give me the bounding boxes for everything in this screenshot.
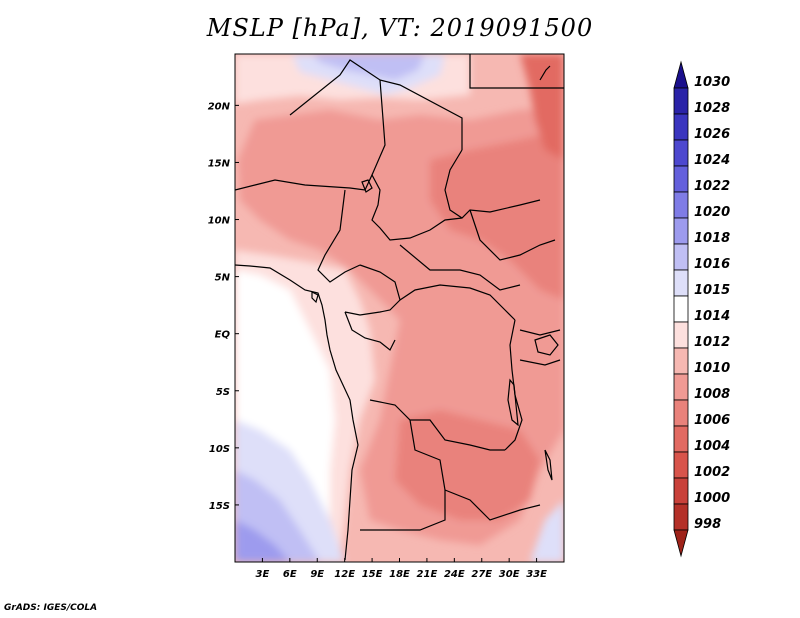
border-angola [360,419,446,531]
colorbar-label: 1028 [694,101,730,116]
y-tick-label: 5S [216,387,230,398]
border-libya-sudan [469,54,564,89]
colorbar-box [673,87,689,115]
colorbar-label: 1024 [694,153,730,168]
map-outlines [235,54,564,561]
colorbar-label: 1008 [694,387,730,402]
colorbar-label: 998 [694,517,721,532]
colorbar-label: 1014 [694,309,730,324]
colorbar-labels: 1030 1028 1026 1024 1022 1020 1018 1016 1015 1014… [694,75,730,532]
y-tick-label: 20N [208,101,231,112]
colorbar-top-triangle [673,60,689,89]
y-tick-label: 5N [215,273,231,284]
map-title: MSLP [hPa], VT: 2019091500 [206,14,594,42]
field-northeast-corner [520,54,564,160]
lake-tanganyika [507,378,519,427]
colorbar-box [673,451,689,479]
field-se-corner [530,500,564,562]
colorbar-box [673,243,689,271]
x-tick-label: 27E [471,569,492,580]
colorbar-box [673,139,689,167]
x-tick-label: 12E [334,569,355,580]
field-sahara-core [312,54,425,80]
colorbar-bottom-triangle [673,529,689,558]
lake-volta [311,291,319,304]
border-chad-sudan [444,149,463,219]
field-sw-corner [235,520,290,562]
border-algeria-niger [371,79,386,176]
y-tick-label: EQ [215,330,231,341]
colorbar-label: 1015 [694,283,730,298]
lake-malawi [544,449,553,481]
y-axis-ticks: 20N 15N 10N 5N EQ 5S 10S 15S [208,101,239,512]
x-tick-label: 3E [256,569,270,580]
colorbar-box [673,113,689,141]
lake-victoria [534,334,559,356]
x-axis-ticks: 3E 6E 9E 12E 15E 18E 21E 24E 27E 30E 33E [256,558,547,580]
colorbar-box [673,347,689,375]
x-tick-label: 15E [362,569,383,580]
colorbar-label: 1022 [694,179,730,194]
colorbar-label: 1006 [694,413,730,428]
border-chad-car [399,244,521,291]
colorbar-box [673,477,689,505]
colorbar-label: 1004 [694,439,730,454]
x-tick-label: 6E [283,569,297,580]
colorbar-box [673,373,689,401]
colorbar-box [673,321,689,349]
y-tick-label: 10S [209,444,230,455]
colorbar-box [673,217,689,245]
border-drc-north [399,284,516,321]
colorbar-label: 1018 [694,231,730,246]
x-tick-label: 33E [526,569,547,580]
colorbar-box [673,295,689,323]
border-nigeria-cameroon [317,189,361,283]
x-tick-label: 30E [499,569,520,580]
colorbar-label: 1026 [694,127,730,142]
colorbar-label: 1010 [694,361,730,376]
colorbar-label: 1012 [694,335,730,350]
border-drc-south [369,399,505,451]
y-tick-label: 15S [209,501,230,512]
colorbar-box [673,165,689,193]
field-sudan-low [430,130,564,300]
red-sea-coast [539,65,551,81]
border-east-lakes [519,329,561,366]
colorbar-box [673,191,689,219]
colorbar-label: 1000 [694,491,730,506]
colorbar-box [673,269,689,297]
x-tick-label: 9E [310,569,324,580]
colorbar-label: 1020 [694,205,730,220]
colorbar-boxes [673,60,689,558]
lake-chad [361,179,373,193]
border-sudan-south [469,209,556,261]
colorbar-box [673,425,689,453]
x-tick-label: 21E [417,569,438,580]
border-zambia [444,489,541,521]
border-central [344,264,401,316]
colorbar-label: 1030 [694,75,730,90]
pressure-field [235,54,564,562]
colorbar-box [673,503,689,531]
colorbar-label: 1002 [694,465,730,480]
border-congo-gabon [344,311,396,351]
x-tick-label: 18E [389,569,410,580]
field-south-low [395,410,540,520]
grads-credit: GrADS: IGES/COLA [4,603,98,613]
x-tick-label: 24E [444,569,465,580]
border-sahel [235,173,541,241]
y-tick-label: 10N [208,216,231,227]
colorbar-label: 1016 [694,257,730,272]
atlantic-coastline [235,264,359,561]
y-tick-label: 15N [208,158,231,169]
colorbar-box [673,399,689,427]
